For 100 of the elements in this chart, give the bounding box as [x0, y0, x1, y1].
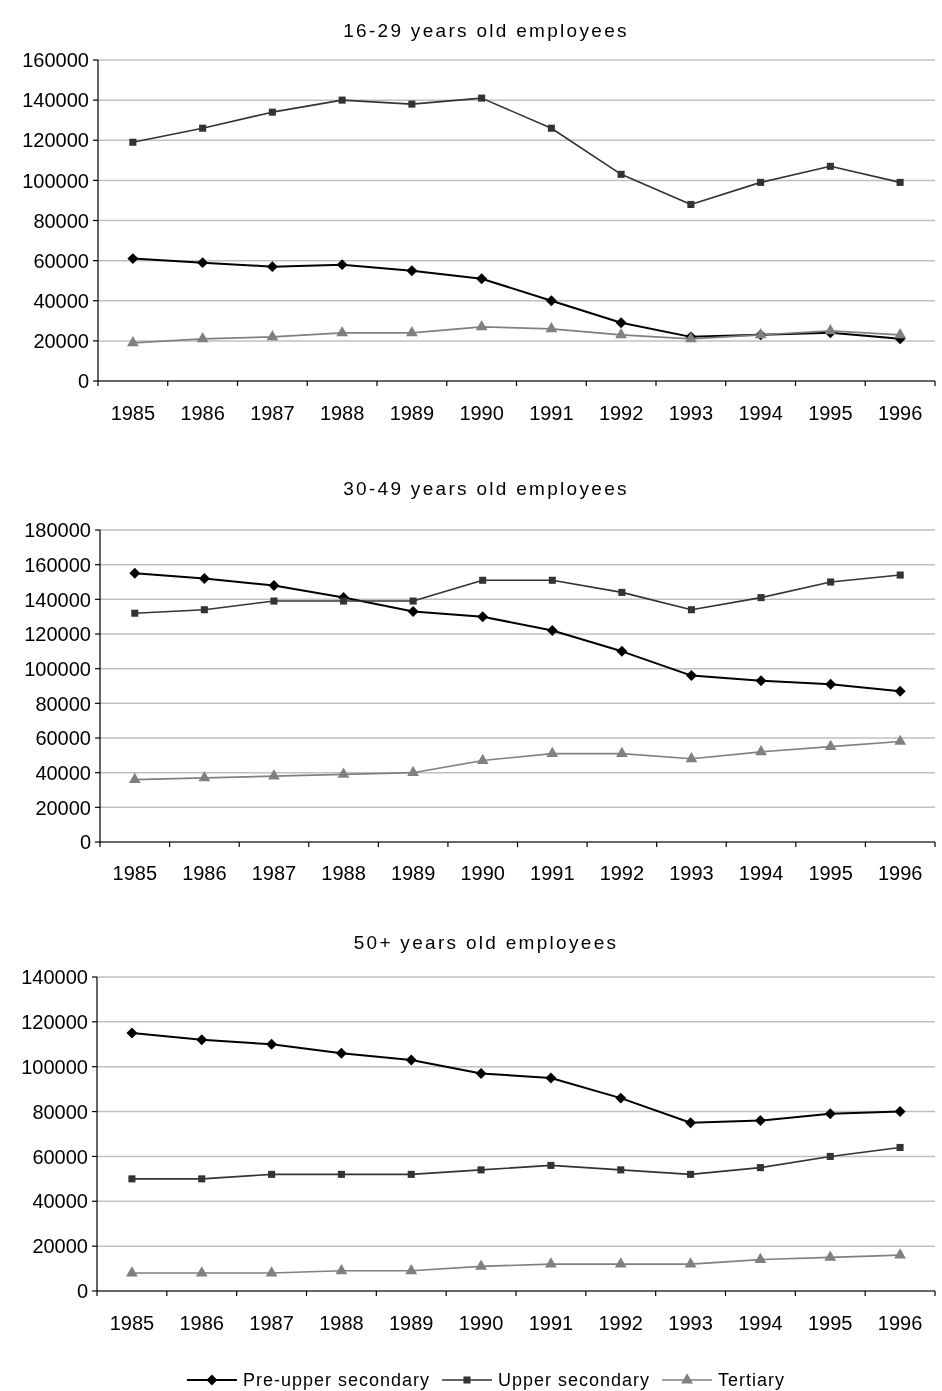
point	[407, 765, 420, 777]
x-tick-label: 1995	[808, 862, 853, 884]
point	[545, 295, 557, 307]
point	[617, 1166, 625, 1174]
point	[195, 1266, 208, 1277]
x-tick-label: 1985	[110, 402, 156, 424]
point	[826, 1152, 834, 1160]
chart-title: 30-49 years old employees	[343, 478, 629, 499]
point	[614, 1257, 627, 1268]
point	[476, 273, 488, 285]
point	[894, 328, 907, 339]
y-tick-label: 60000	[35, 727, 91, 750]
y-tick-label: 140000	[22, 89, 89, 112]
y-tick-label: 80000	[33, 209, 89, 232]
legend-label: Pre-upper secondary	[242, 1370, 431, 1391]
x-tick-label: 1991	[530, 862, 575, 884]
y-tick-label: 120000	[24, 623, 91, 646]
point	[545, 1072, 557, 1084]
x-tick-label: 1994	[738, 402, 783, 424]
point	[266, 330, 279, 341]
point	[266, 261, 278, 273]
x-tick-label: 1995	[808, 1312, 853, 1334]
point	[684, 1257, 697, 1268]
y-tick-label: 60000	[32, 1145, 88, 1168]
x-tick-label: 1991	[529, 402, 574, 424]
legend-label: Upper secondary	[498, 1370, 651, 1391]
y-tick-label: 100000	[24, 657, 91, 680]
point	[409, 597, 417, 605]
point	[405, 1054, 417, 1066]
x-tick-label: 1994	[738, 1312, 783, 1334]
point	[198, 573, 210, 585]
point	[757, 594, 765, 602]
y-tick-label: 160000	[22, 49, 89, 72]
point	[336, 259, 348, 271]
y-tick-label: 40000	[32, 1190, 88, 1213]
point	[408, 100, 416, 108]
point	[896, 1143, 904, 1151]
x-tick-label: 1992	[599, 862, 645, 884]
point	[824, 324, 837, 335]
point	[405, 326, 418, 337]
point	[126, 336, 139, 347]
x-tick-label: 1996	[877, 1312, 923, 1334]
point	[198, 1175, 206, 1183]
chart-title: 16-29 years old employees	[343, 20, 629, 41]
point	[407, 605, 419, 617]
y-tick-label: 40000	[33, 289, 89, 312]
point	[406, 265, 418, 277]
point	[478, 94, 486, 102]
point	[894, 1248, 906, 1259]
point	[475, 1067, 487, 1079]
x-tick-label: 1986	[179, 1312, 224, 1334]
point	[340, 597, 348, 605]
point	[475, 320, 488, 331]
x-tick-label: 1993	[668, 402, 714, 424]
point	[126, 1027, 138, 1039]
point	[825, 678, 837, 690]
point	[129, 138, 137, 146]
point	[824, 739, 837, 751]
y-tick-label: 80000	[35, 692, 91, 715]
y-tick-label: 0	[77, 370, 89, 393]
point	[755, 675, 767, 687]
x-tick-label: 1989	[389, 402, 435, 424]
y-tick-label: 100000	[21, 1055, 88, 1078]
x-tick-label: 1990	[460, 862, 505, 884]
point	[685, 670, 697, 682]
point	[128, 772, 141, 783]
point	[479, 576, 487, 584]
y-tick-label: 20000	[32, 1235, 88, 1258]
y-tick-label: 140000	[21, 966, 88, 989]
point	[826, 162, 834, 170]
y-tick-label: 140000	[24, 588, 91, 611]
x-tick-label: 1986	[180, 402, 225, 424]
point	[337, 1170, 345, 1178]
legend-label: Tertiary	[718, 1370, 786, 1391]
x-tick-label: 1992	[598, 1312, 643, 1334]
y-tick-label: 160000	[24, 553, 91, 576]
point	[615, 328, 628, 339]
point	[336, 326, 349, 337]
point	[337, 767, 350, 778]
point	[127, 253, 139, 265]
point	[407, 1170, 415, 1178]
point	[824, 1108, 836, 1120]
point	[894, 685, 906, 697]
point	[827, 578, 835, 586]
y-tick-label: 180000	[24, 519, 91, 542]
x-tick-label: 1991	[528, 1312, 574, 1334]
point	[126, 1266, 138, 1277]
point	[685, 1117, 697, 1129]
x-tick-label: 1985	[112, 862, 158, 884]
point	[894, 734, 907, 745]
point	[335, 1047, 347, 1059]
y-tick-label: 80000	[32, 1100, 88, 1123]
point	[131, 609, 139, 617]
x-tick-label: 1988	[321, 862, 366, 884]
point	[547, 124, 555, 132]
point	[687, 200, 695, 208]
point	[268, 579, 280, 591]
point	[615, 1092, 627, 1104]
point	[265, 1266, 278, 1277]
x-tick-label: 1993	[668, 1312, 713, 1334]
